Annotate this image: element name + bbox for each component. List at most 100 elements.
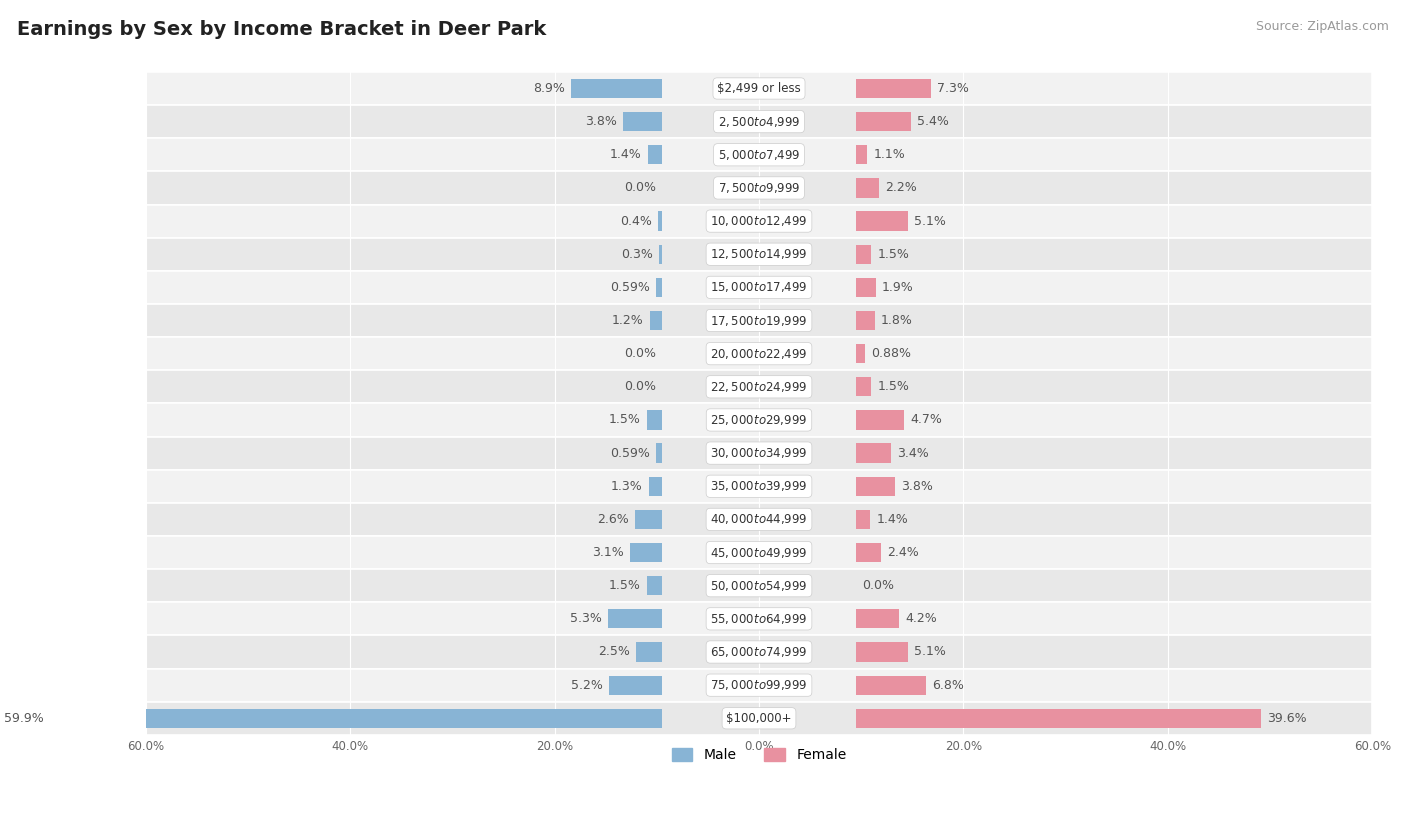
Text: 3.8%: 3.8% — [901, 480, 934, 493]
Text: 6.8%: 6.8% — [932, 679, 963, 692]
Bar — [856, 543, 880, 562]
Text: $25,000 to $29,999: $25,000 to $29,999 — [710, 413, 807, 427]
Text: $55,000 to $64,999: $55,000 to $64,999 — [710, 612, 807, 626]
Bar — [49, 709, 662, 728]
Bar — [146, 237, 1372, 271]
Text: Earnings by Sex by Income Bracket in Deer Park: Earnings by Sex by Income Bracket in Dee… — [17, 20, 546, 39]
Bar — [856, 79, 931, 98]
Text: 0.4%: 0.4% — [620, 215, 651, 228]
Bar — [856, 344, 865, 363]
Bar — [856, 178, 879, 198]
Legend: Male, Female: Male, Female — [666, 742, 852, 767]
Text: $22,500 to $24,999: $22,500 to $24,999 — [710, 380, 807, 393]
Text: 0.0%: 0.0% — [862, 579, 894, 592]
Bar — [648, 476, 662, 496]
Bar — [650, 311, 662, 330]
Text: 5.4%: 5.4% — [918, 115, 949, 128]
Text: 0.59%: 0.59% — [610, 280, 650, 293]
Bar — [146, 205, 1372, 237]
Bar — [607, 609, 662, 628]
Text: 5.2%: 5.2% — [571, 679, 603, 692]
Text: 5.1%: 5.1% — [914, 215, 946, 228]
Bar — [856, 609, 898, 628]
Bar — [659, 245, 662, 264]
Bar — [146, 437, 1372, 470]
Text: Source: ZipAtlas.com: Source: ZipAtlas.com — [1256, 20, 1389, 33]
Text: 4.2%: 4.2% — [905, 612, 936, 625]
Text: $15,000 to $17,499: $15,000 to $17,499 — [710, 280, 807, 294]
Bar — [856, 476, 896, 496]
Bar — [856, 642, 908, 662]
Text: 4.7%: 4.7% — [910, 414, 942, 427]
Bar — [146, 602, 1372, 636]
Bar — [571, 79, 662, 98]
Text: 0.0%: 0.0% — [624, 181, 655, 194]
Bar — [146, 370, 1372, 403]
Bar — [146, 569, 1372, 602]
Bar — [856, 311, 875, 330]
Text: 0.88%: 0.88% — [872, 347, 911, 360]
Text: $40,000 to $44,999: $40,000 to $44,999 — [710, 512, 807, 526]
Text: 5.3%: 5.3% — [569, 612, 602, 625]
Text: 5.1%: 5.1% — [914, 646, 946, 659]
Bar — [856, 245, 872, 264]
Text: 39.6%: 39.6% — [1267, 712, 1306, 725]
Bar — [647, 411, 662, 429]
Text: $2,500 to $4,999: $2,500 to $4,999 — [717, 115, 800, 128]
Text: $17,500 to $19,999: $17,500 to $19,999 — [710, 314, 807, 328]
Text: $65,000 to $74,999: $65,000 to $74,999 — [710, 645, 807, 659]
Text: 1.3%: 1.3% — [610, 480, 643, 493]
Bar — [856, 444, 891, 463]
Text: 1.5%: 1.5% — [609, 414, 640, 427]
Text: $20,000 to $22,499: $20,000 to $22,499 — [710, 346, 807, 361]
Text: $30,000 to $34,999: $30,000 to $34,999 — [710, 446, 807, 460]
Text: 1.9%: 1.9% — [882, 280, 914, 293]
Text: 1.5%: 1.5% — [877, 380, 910, 393]
Text: 0.3%: 0.3% — [621, 248, 652, 261]
Text: $10,000 to $12,499: $10,000 to $12,499 — [710, 214, 807, 228]
Text: 3.4%: 3.4% — [897, 446, 929, 459]
Text: $2,499 or less: $2,499 or less — [717, 82, 801, 95]
Bar — [609, 676, 662, 695]
Bar — [146, 403, 1372, 437]
Text: 1.2%: 1.2% — [612, 314, 644, 327]
Text: 0.0%: 0.0% — [624, 380, 655, 393]
Text: 2.6%: 2.6% — [598, 513, 628, 526]
Bar — [856, 411, 904, 429]
Text: $100,000+: $100,000+ — [727, 712, 792, 725]
Text: $7,500 to $9,999: $7,500 to $9,999 — [717, 181, 800, 195]
Text: 1.5%: 1.5% — [877, 248, 910, 261]
Text: 1.8%: 1.8% — [880, 314, 912, 327]
Text: 1.5%: 1.5% — [609, 579, 640, 592]
Bar — [146, 470, 1372, 502]
Bar — [637, 642, 662, 662]
Text: 2.4%: 2.4% — [887, 546, 918, 559]
Text: $35,000 to $39,999: $35,000 to $39,999 — [710, 479, 807, 493]
Bar — [856, 510, 870, 529]
Bar — [856, 377, 872, 397]
Text: 59.9%: 59.9% — [4, 712, 44, 725]
Text: $50,000 to $54,999: $50,000 to $54,999 — [710, 579, 807, 593]
Text: $75,000 to $99,999: $75,000 to $99,999 — [710, 678, 807, 692]
Bar — [630, 543, 662, 562]
Bar — [146, 668, 1372, 702]
Bar — [655, 278, 662, 297]
Bar — [146, 72, 1372, 105]
Bar — [146, 304, 1372, 337]
Bar — [856, 146, 868, 164]
Text: 1.4%: 1.4% — [610, 148, 641, 161]
Text: 0.59%: 0.59% — [610, 446, 650, 459]
Bar — [146, 105, 1372, 138]
Text: 2.5%: 2.5% — [599, 646, 630, 659]
Text: 2.2%: 2.2% — [884, 181, 917, 194]
Bar — [623, 112, 662, 131]
Text: 0.0%: 0.0% — [624, 347, 655, 360]
Text: $12,500 to $14,999: $12,500 to $14,999 — [710, 247, 807, 261]
Bar — [146, 636, 1372, 668]
Bar — [658, 211, 662, 231]
Bar — [856, 278, 876, 297]
Bar — [856, 211, 908, 231]
Bar — [856, 709, 1261, 728]
Bar — [146, 138, 1372, 172]
Bar — [146, 502, 1372, 536]
